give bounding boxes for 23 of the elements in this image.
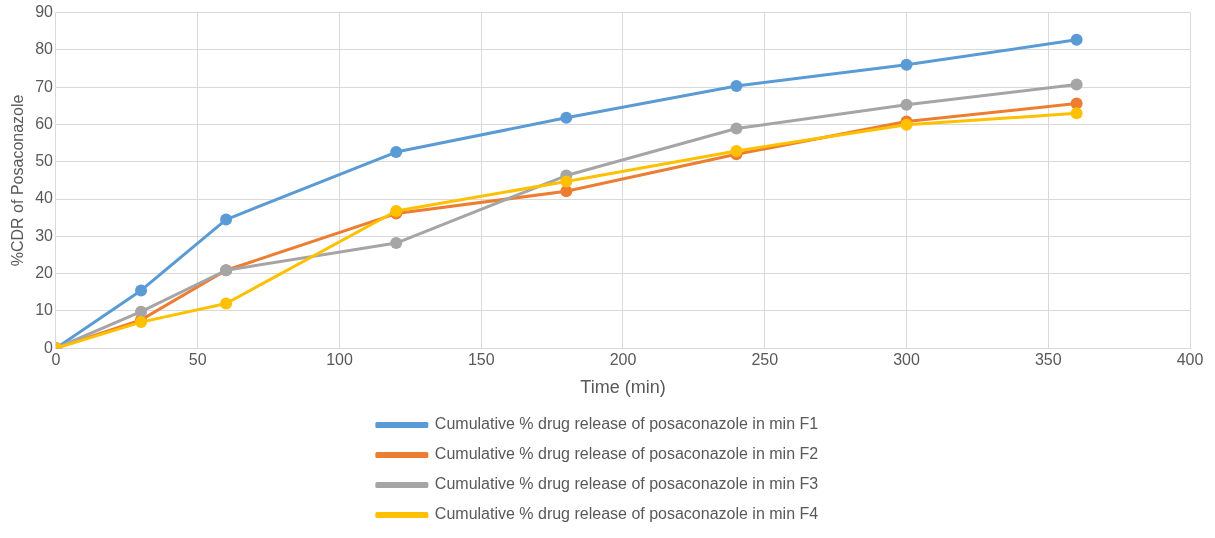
legend-label: Cumulative % drug release of posaconazole in min F4 <box>434 505 819 523</box>
y-tick-label: 30 <box>35 226 54 244</box>
legend-label: Cumulative % drug release of posaconazole in min F1 <box>434 415 819 433</box>
legend-label: Cumulative % drug release of posaconazole in min F3 <box>434 475 819 493</box>
x-tick-label: 350 <box>1034 351 1062 369</box>
x-tick-label: 150 <box>467 351 495 369</box>
y-tick-label: 90 <box>35 3 54 21</box>
y-axis-title: %CDR of Posaconazole <box>9 94 27 267</box>
y-tick-label: 50 <box>35 152 54 170</box>
x-tick-label: 100 <box>326 351 353 369</box>
x-tick-label: 50 <box>188 351 207 369</box>
x-tick-label: 400 <box>1176 351 1204 369</box>
legend-label: Cumulative % drug release of posaconazole in min F2 <box>434 445 819 463</box>
y-tick-label: 10 <box>35 301 54 319</box>
y-tick-label: 70 <box>35 77 54 95</box>
y-tick-label: 40 <box>35 189 54 207</box>
x-tick-label: 250 <box>751 351 779 369</box>
y-tick-label: 80 <box>35 40 54 58</box>
x-tick-label: 300 <box>893 351 920 369</box>
x-axis-title: Time (min) <box>580 377 666 398</box>
y-tick-label: 20 <box>35 264 54 282</box>
y-tick-label: 60 <box>35 114 54 132</box>
x-tick-label: 200 <box>609 351 637 369</box>
